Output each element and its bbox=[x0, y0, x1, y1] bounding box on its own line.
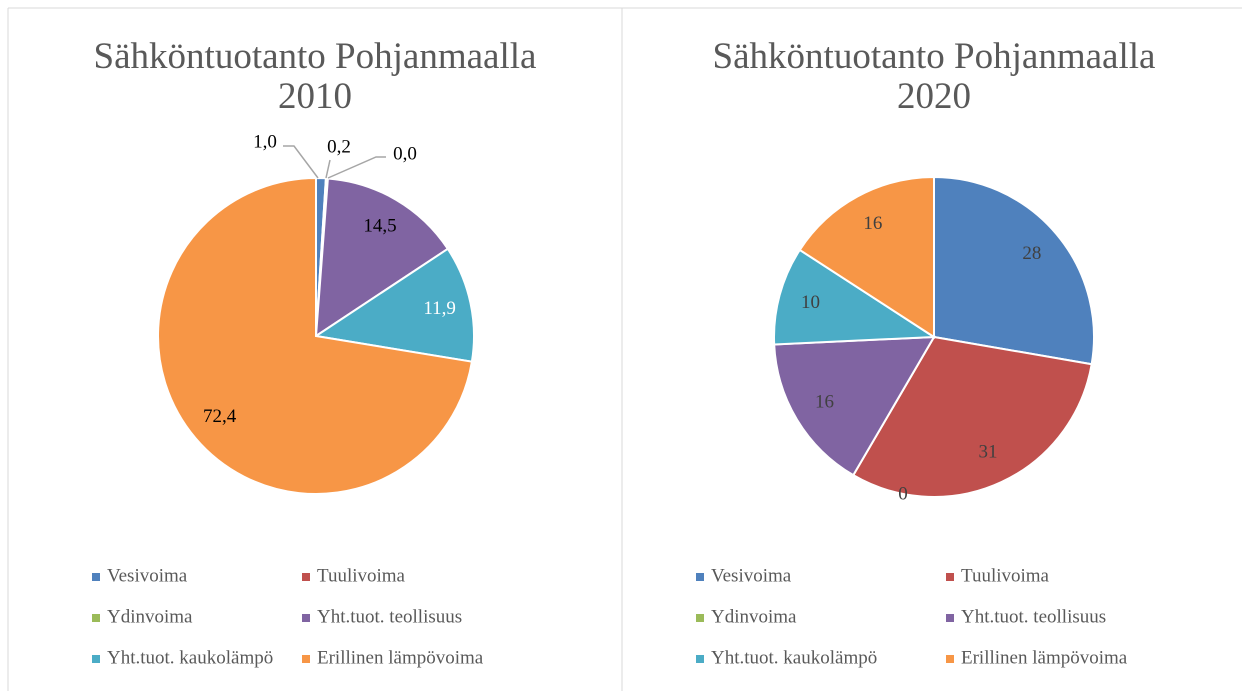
pie-slice bbox=[773, 335, 936, 477]
data-label: 72,4 bbox=[203, 406, 237, 427]
leader-line bbox=[325, 159, 331, 179]
data-label: 0 bbox=[898, 483, 908, 504]
legend-marker bbox=[696, 573, 704, 581]
legend-label: Ydinvoima bbox=[711, 606, 797, 627]
legend-label: Yht.tuot. kaukolämpö bbox=[107, 647, 273, 668]
data-label: 16 bbox=[815, 392, 834, 413]
data-label: 11,9 bbox=[423, 298, 456, 319]
leader-line bbox=[283, 145, 319, 179]
legend-marker bbox=[92, 573, 100, 581]
pie-slice bbox=[157, 176, 474, 495]
legend-label: Yht.tuot. teollisuus bbox=[317, 606, 462, 627]
pie-slice bbox=[313, 247, 475, 363]
pie-slice bbox=[851, 335, 1093, 498]
legend-label: Erillinen lämpövoima bbox=[317, 647, 484, 668]
legend-label: Tuulivoima bbox=[961, 565, 1050, 586]
legend-marker bbox=[946, 573, 954, 581]
data-label: 16 bbox=[863, 213, 882, 234]
legend-label: Vesivoima bbox=[711, 565, 792, 586]
legend-label: Ydinvoima bbox=[107, 606, 193, 627]
legend-marker bbox=[696, 655, 704, 663]
chart-title-line: 2010 bbox=[278, 76, 352, 117]
data-label: 31 bbox=[978, 441, 997, 462]
legend-label: Tuulivoima bbox=[317, 565, 406, 586]
pie-slice bbox=[933, 175, 1095, 366]
legend-label: Vesivoima bbox=[107, 565, 188, 586]
legend-marker bbox=[946, 655, 954, 663]
data-label: 0,2 bbox=[327, 136, 351, 157]
chart-title: Sähköntuotanto Pohjanmaalla 2010 bbox=[94, 36, 537, 117]
legend-marker bbox=[696, 614, 704, 622]
chart-title-line: 2020 bbox=[897, 76, 971, 117]
data-label: 14,5 bbox=[363, 215, 396, 236]
legend-marker bbox=[92, 655, 100, 663]
legend-marker bbox=[946, 614, 954, 622]
chart-title-line: Sähköntuotanto Pohjanmaalla bbox=[94, 36, 537, 77]
chart-title: Sähköntuotanto Pohjanmaalla 2020 bbox=[713, 36, 1156, 117]
legend-marker bbox=[302, 614, 310, 622]
data-label: 0,0 bbox=[393, 143, 417, 164]
pie-slice bbox=[798, 175, 935, 339]
chart-title-line: Sähköntuotanto Pohjanmaalla bbox=[713, 36, 1156, 77]
legend-marker bbox=[92, 614, 100, 622]
data-label: 28 bbox=[1022, 243, 1041, 264]
legend-marker bbox=[302, 655, 310, 663]
legend-label: Erillinen lämpövoima bbox=[961, 647, 1128, 668]
legend-label: Yht.tuot. kaukolämpö bbox=[711, 647, 877, 668]
pie-slice bbox=[773, 248, 938, 346]
legend-marker bbox=[302, 573, 310, 581]
data-label: 1,0 bbox=[253, 131, 277, 152]
leader-line bbox=[327, 156, 386, 179]
data-label: 10 bbox=[801, 292, 820, 313]
legend-label: Yht.tuot. teollisuus bbox=[961, 606, 1106, 627]
pie-slice bbox=[314, 177, 450, 338]
